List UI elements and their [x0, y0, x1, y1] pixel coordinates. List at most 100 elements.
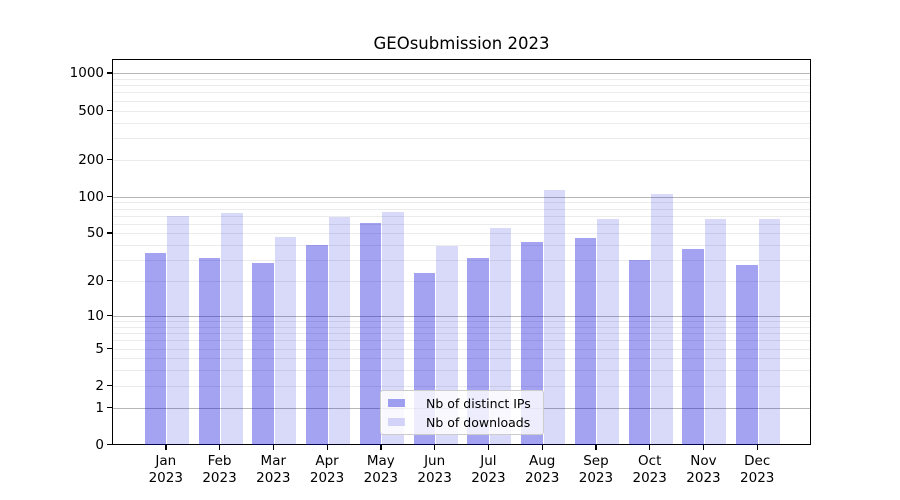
bar-distinct-ips-nov — [682, 248, 704, 445]
x-tick-month: Jun — [424, 453, 446, 469]
x-tick-year: 2023 — [632, 470, 667, 486]
legend-row-distinct-ips: Nb of distinct IPs — [381, 396, 543, 411]
x-tick-month: Jul — [480, 453, 497, 469]
y-gridline-minor — [113, 85, 810, 87]
legend-swatch-distinct-ips — [388, 399, 405, 407]
x-tick-mark — [541, 445, 543, 450]
bar-distinct-ips-apr — [306, 244, 328, 445]
y-gridline-minor — [113, 208, 810, 210]
y-gridline-minor — [113, 159, 810, 161]
y-tick-mark — [107, 406, 112, 408]
x-tick-label: Feb 2023 — [188, 453, 252, 487]
x-tick-label: Apr 2023 — [295, 453, 359, 487]
y-tick-label: 2 — [95, 377, 104, 394]
x-tick-label: Mar 2023 — [241, 453, 305, 487]
chart-title: GEOsubmission 2023 — [373, 34, 550, 53]
x-tick-label: Nov 2023 — [671, 453, 735, 487]
y-tick-label: 200 — [78, 151, 104, 168]
bar-downloads-apr — [328, 217, 351, 445]
y-gridline-minor — [113, 321, 810, 323]
x-tick-month: Feb — [207, 453, 232, 469]
y-tick-mark — [107, 158, 112, 160]
x-tick-month: Apr — [315, 453, 339, 469]
y-tick-label: 0 — [95, 437, 104, 453]
y-tick-label: 500 — [78, 102, 104, 119]
legend-row-downloads: Nb of downloads — [381, 415, 543, 430]
x-tick-year: 2023 — [202, 470, 237, 486]
x-tick-year: 2023 — [686, 470, 721, 486]
x-tick-mark — [595, 445, 597, 450]
x-tick-mark — [487, 445, 490, 450]
x-tick-month: May — [366, 453, 395, 469]
y-gridline-minor — [113, 233, 810, 235]
y-gridline-minor — [113, 215, 810, 217]
y-tick-mark — [107, 280, 112, 282]
y-gridline-minor — [113, 370, 810, 372]
y-gridline-minor — [113, 260, 810, 262]
y-tick-label: 1 — [95, 399, 104, 416]
x-tick-month: Dec — [744, 453, 771, 469]
y-tick-mark — [107, 109, 112, 111]
x-tick-year: 2023 — [363, 470, 399, 486]
x-tick-year: 2023 — [148, 470, 183, 486]
bar-distinct-ips-feb — [198, 257, 221, 445]
x-tick-mark — [380, 445, 382, 450]
x-tick-month: Nov — [690, 453, 717, 469]
y-gridline-minor — [113, 281, 810, 283]
bar-downloads-jan — [167, 215, 189, 445]
y-tick-mark — [107, 444, 112, 446]
x-tick-year: 2023 — [256, 470, 291, 486]
x-tick-label: Jun 2023 — [403, 453, 467, 487]
bar-distinct-ips-mar — [252, 263, 274, 445]
y-gridline-minor — [113, 137, 810, 139]
y-gridline-minor — [113, 245, 810, 247]
bar-downloads-mar — [274, 236, 297, 445]
y-tick-mark — [107, 384, 112, 387]
y-gridline-minor — [113, 122, 810, 124]
x-tick-year: 2023 — [578, 470, 614, 486]
y-tick-label: 5 — [95, 340, 104, 357]
bar-downloads-sep — [597, 218, 619, 445]
x-tick-year: 2023 — [309, 470, 345, 486]
bar-distinct-ips-dec — [736, 264, 758, 445]
y-tick-label: 10 — [86, 307, 104, 324]
x-tick-mark — [702, 445, 705, 450]
y-gridline-major — [113, 73, 810, 75]
plot-area — [112, 59, 811, 445]
x-tick-mark — [272, 445, 275, 450]
bar-distinct-ips-oct — [628, 259, 651, 445]
y-tick-mark — [107, 347, 112, 349]
bar-downloads-nov — [704, 218, 727, 445]
x-tick-mark — [649, 445, 651, 450]
bar-downloads-may — [382, 212, 404, 445]
y-tick-mark — [107, 314, 112, 317]
y-gridline-major — [113, 315, 810, 317]
x-tick-month: Sep — [583, 453, 609, 469]
bar-downloads-feb — [221, 213, 243, 445]
y-gridline-minor — [113, 202, 810, 204]
x-tick-mark — [165, 445, 167, 450]
y-gridline-minor — [113, 326, 810, 328]
x-tick-label: Sep 2023 — [564, 453, 628, 487]
bar-distinct-ips-may — [359, 223, 382, 445]
y-gridline-minor — [113, 78, 810, 80]
x-tick-month: Jan — [155, 453, 177, 469]
legend: Nb of distinct IPs Nb of downloads — [380, 390, 544, 435]
x-tick-year: 2023 — [417, 470, 452, 486]
y-gridline-minor — [113, 358, 810, 360]
y-gridline-minor — [113, 110, 810, 112]
y-tick-label: 20 — [86, 273, 104, 290]
x-tick-year: 2023 — [524, 470, 560, 486]
y-tick-mark — [107, 72, 112, 74]
legend-label-distinct-ips: Nb of distinct IPs — [426, 395, 531, 411]
bar-distinct-ips-jan — [144, 253, 167, 445]
x-tick-label: Jul 2023 — [456, 453, 520, 487]
bar-distinct-ips-sep — [574, 237, 597, 445]
bar-downloads-aug — [543, 190, 566, 445]
x-tick-label: Jan 2023 — [134, 453, 198, 487]
y-gridline-minor — [113, 348, 810, 350]
x-tick-month: Oct — [638, 453, 662, 469]
legend-label-downloads: Nb of downloads — [426, 414, 531, 430]
bar-downloads-dec — [758, 218, 781, 445]
